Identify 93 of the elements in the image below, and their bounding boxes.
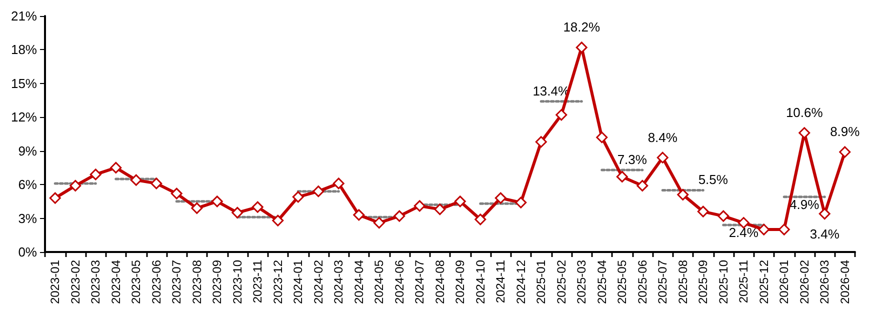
point	[758, 224, 770, 236]
x-tick-label: 2024-06	[392, 260, 406, 304]
x-tick-label: 2024-12	[514, 260, 528, 304]
x-tick-label: 2025-08	[676, 260, 690, 304]
y-tick-label: 21%	[10, 8, 38, 24]
point	[656, 152, 668, 164]
x-tick-label: 2024-10	[473, 260, 488, 304]
point	[494, 192, 506, 204]
data-label: 8.9%	[830, 124, 860, 140]
point	[636, 180, 648, 192]
data-label: 7.3%	[617, 152, 648, 167]
x-tick-label: 2026-01	[777, 260, 792, 304]
x-tick-label: 2025-10	[716, 260, 730, 304]
point	[616, 170, 628, 182]
point	[312, 186, 324, 198]
x-tick-label: 2024-04	[352, 260, 366, 304]
x-tick-label: 2024-09	[453, 260, 468, 304]
x-tick-label: 2025-12	[756, 260, 771, 304]
x-tick-label: 2023-09	[210, 260, 224, 304]
x-tick-label: 2024-03	[332, 260, 346, 304]
point	[191, 202, 203, 214]
point	[414, 200, 426, 212]
x-tick-label: 2023-06	[149, 260, 164, 304]
point	[394, 210, 406, 222]
y-tick-label: 12%	[10, 110, 38, 125]
y-tick-label: 15%	[10, 76, 38, 91]
x-tick-label: 2023-05	[129, 260, 144, 304]
x-tick-label: 2024-07	[412, 260, 427, 304]
point	[515, 196, 527, 208]
data-label: 8.4%	[648, 130, 678, 145]
data-label: 10.6%	[786, 105, 824, 120]
point	[839, 146, 851, 158]
x-tick-label: 2024-08	[432, 260, 447, 304]
point	[130, 174, 142, 186]
point	[110, 162, 122, 174]
data-label: 5.5%	[698, 172, 728, 188]
point	[778, 224, 790, 236]
x-tick-label: 2025-02	[554, 260, 568, 304]
point	[70, 180, 82, 192]
x-tick-label: 2023-07	[170, 260, 184, 304]
data-label: 2.4%	[728, 225, 759, 240]
x-tick-label: 2023-10	[230, 260, 244, 304]
y-tick-label: 9%	[18, 143, 38, 158]
point	[292, 191, 304, 203]
point	[454, 196, 466, 208]
x-tick-label: 2025-03	[574, 260, 589, 304]
x-tick-label: 2025-01	[534, 260, 548, 304]
x-tick-label: 2026-04	[838, 260, 852, 304]
x-tick-label: 2025-05	[615, 260, 630, 304]
point	[170, 188, 182, 200]
x-tick-label: 2024-02	[311, 260, 326, 304]
x-tick-label: 2024-01	[291, 260, 306, 304]
point	[535, 136, 547, 148]
point	[211, 196, 223, 208]
y-tick-label: 6%	[18, 177, 38, 192]
x-tick-label: 2026-02	[797, 260, 812, 304]
x-tick-label: 2023-01	[48, 260, 62, 304]
point	[718, 210, 730, 222]
y-tick-label: 3%	[18, 210, 38, 226]
point	[596, 132, 608, 144]
data-label: 3.4%	[810, 226, 840, 242]
x-tick-label: 2025-06	[635, 260, 650, 304]
point	[353, 209, 365, 221]
point	[150, 178, 162, 190]
point	[232, 206, 244, 218]
x-tick-label: 2023-11	[250, 260, 265, 304]
point	[474, 214, 486, 226]
point	[818, 208, 830, 220]
x-tick-label: 2024-05	[372, 260, 386, 304]
point	[697, 206, 709, 218]
point	[90, 168, 102, 180]
x-tick-label: 2023-04	[108, 260, 123, 304]
point	[332, 178, 344, 190]
point	[272, 214, 284, 226]
x-tick-label: 2023-12	[270, 260, 285, 304]
point	[49, 192, 61, 204]
x-tick-label: 2025-07	[656, 260, 670, 304]
point	[373, 217, 385, 229]
x-tick-label: 2023-02	[68, 260, 82, 304]
x-tick-label: 2023-03	[88, 260, 103, 304]
point	[556, 109, 568, 121]
x-tick-label: 2024-11	[494, 260, 508, 304]
x-tick-label: 2026-03	[818, 260, 832, 304]
x-tick-label: 2025-09	[696, 260, 710, 304]
y-tick-label: 18%	[10, 42, 38, 58]
point	[677, 188, 689, 200]
x-tick-label: 2025-04	[594, 260, 609, 304]
data-label: 18.2%	[563, 20, 600, 35]
x-tick-label: 2023-08	[190, 260, 204, 304]
point	[434, 204, 446, 216]
point	[252, 201, 264, 213]
y-tick-label: 0%	[18, 244, 38, 260]
x-tick-label: 2025-11	[736, 260, 751, 304]
